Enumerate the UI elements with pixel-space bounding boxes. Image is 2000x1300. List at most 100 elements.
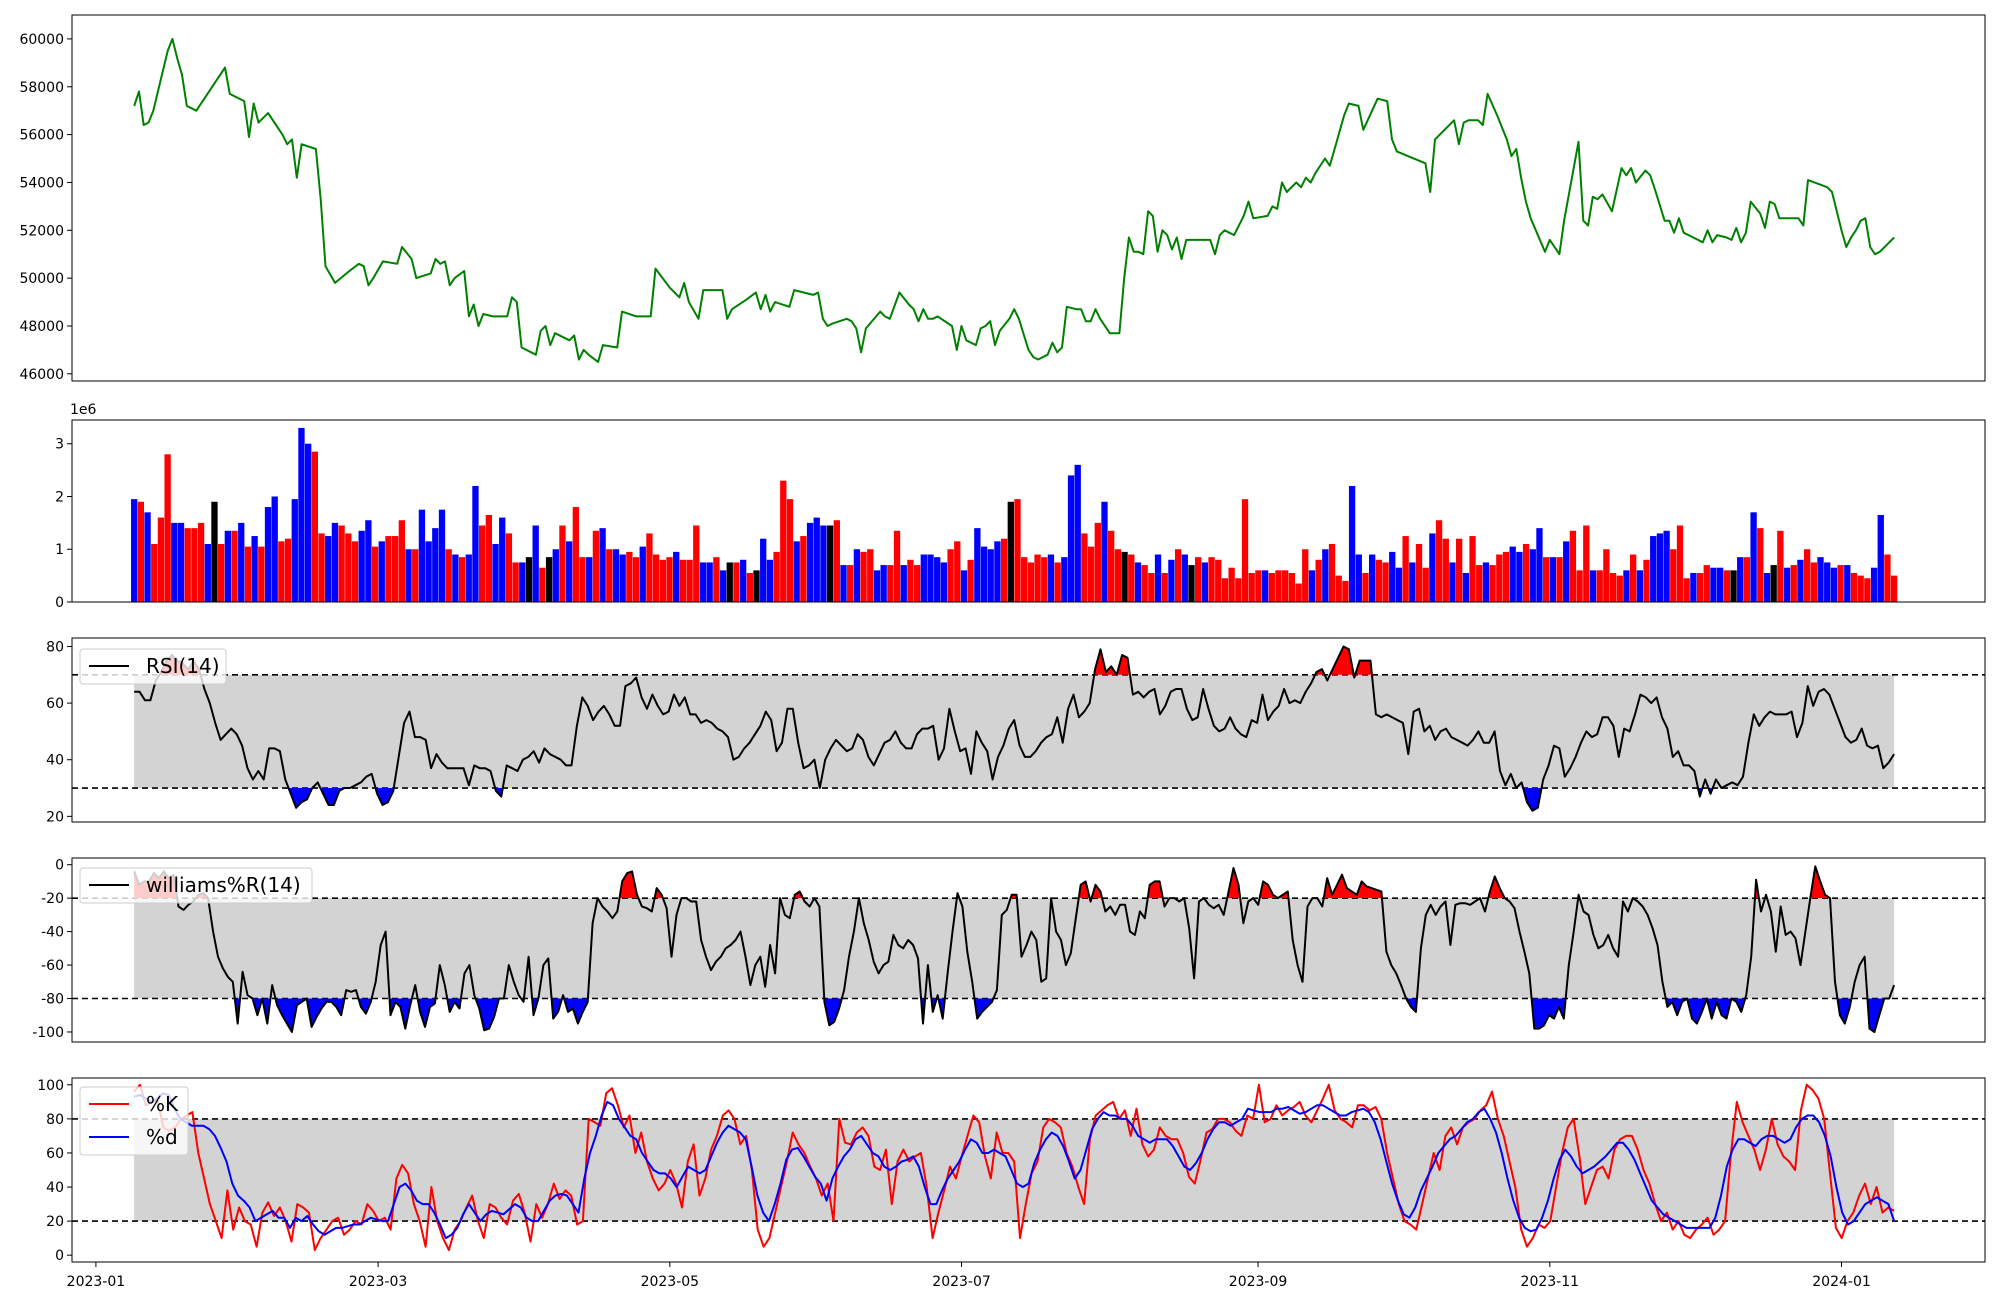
williams-oversold-fill <box>275 998 307 1032</box>
x-tick-label: 2023-11 <box>1521 1274 1580 1290</box>
price-axis-layer: 46000 48000 50000 52000 54000 56000 58000 60000 <box>19 14 1986 383</box>
volume-bar <box>1308 570 1316 602</box>
volume-bar <box>1154 554 1162 602</box>
volume-bar <box>171 522 178 602</box>
volume-bar <box>311 451 319 602</box>
volume-bar <box>1221 578 1229 602</box>
volume-bar <box>1877 514 1884 602</box>
volume-bar <box>579 557 586 602</box>
volume-bar <box>1783 567 1791 602</box>
volume-bar <box>934 557 941 602</box>
volume-bar <box>733 562 740 602</box>
volume-bar <box>1047 554 1055 602</box>
volume-bar <box>485 514 492 602</box>
volume-bar <box>1616 575 1623 602</box>
stochastic-y-tick-label: 80 <box>46 1112 64 1128</box>
volume-bar <box>1335 575 1342 602</box>
volume-bar <box>157 517 165 602</box>
volume-bar <box>753 570 760 602</box>
volume-bar <box>860 551 867 602</box>
stochastic-panel: 0 20 40 60 80 100 2023-01 2023-03 2023-05 2023-07… <box>37 1077 1986 1290</box>
stochastic-d-line <box>133 1092 1896 1240</box>
volume-bar <box>626 551 633 602</box>
volume-bar <box>1241 499 1249 602</box>
volume-bar <box>351 541 359 602</box>
volume-bar <box>1067 475 1075 602</box>
x-tick-label: 2023-07 <box>932 1274 991 1290</box>
williams-overbought-fill <box>794 891 803 899</box>
volume-bar <box>1884 554 1891 602</box>
volume-bar <box>291 499 298 602</box>
volume-bar <box>1536 528 1543 602</box>
volume-bar <box>1476 565 1483 602</box>
volume-bar <box>1215 559 1222 602</box>
volume-bar <box>1462 572 1470 602</box>
volume-bar <box>1690 572 1697 602</box>
volume-bar <box>532 525 539 602</box>
volume-bar <box>713 557 720 602</box>
volume-bar <box>893 530 901 602</box>
volume-bar <box>1201 562 1209 602</box>
volume-bar <box>1041 557 1048 602</box>
williams-y-tick-label: -60 <box>41 958 64 974</box>
volume-bar <box>1516 551 1523 602</box>
volume-bar <box>398 520 406 602</box>
volume-bar <box>840 565 847 602</box>
volume-bar <box>1589 570 1597 602</box>
x-tick-label: 2023-03 <box>349 1274 408 1290</box>
volume-bar <box>1208 557 1215 602</box>
volume-bar <box>1629 554 1637 602</box>
volume-bar <box>1114 549 1122 602</box>
volume-bar <box>987 549 994 602</box>
volume-bar <box>974 528 981 602</box>
volume-bar <box>385 536 392 602</box>
williams-overbought-fill <box>1091 884 1103 899</box>
price-panel: 46000 48000 50000 52000 54000 56000 58000 60000 <box>19 14 1986 383</box>
volume-bar <box>131 499 138 602</box>
volume-bar <box>599 528 606 602</box>
price-y-tick-label: 50000 <box>19 271 64 287</box>
volume-bar <box>1328 543 1336 602</box>
williams-legend-label: williams%R(14) <box>146 873 301 897</box>
volume-bar <box>1522 543 1530 602</box>
volume-bar <box>612 549 620 602</box>
volume-bar <box>887 565 894 602</box>
rsi-legend: RSI(14) <box>79 648 227 685</box>
volume-bar <box>853 549 861 602</box>
volume-bar <box>1803 549 1811 602</box>
volume-bar <box>1174 549 1182 602</box>
williams-oversold-fill <box>1531 998 1566 1029</box>
williams-oversold-fill <box>551 998 563 1019</box>
volume-bar <box>184 528 191 602</box>
price-y-tick-label: 60000 <box>19 32 64 48</box>
volume-bar <box>1268 572 1275 602</box>
volume-bar <box>1034 554 1041 602</box>
volume-bar <box>1074 464 1081 602</box>
volume-bar <box>325 536 332 602</box>
rsi-panel: 20 40 60 80 RSI(14) <box>46 637 1986 825</box>
volume-bar <box>1342 580 1349 602</box>
volume-bar <box>1168 559 1175 602</box>
volume-bar <box>1108 530 1115 602</box>
x-tick-label: 2023-01 <box>67 1274 126 1290</box>
volume-bar <box>519 562 526 602</box>
volume-bar <box>1054 562 1061 602</box>
stochastic-axis-layer: 0 20 40 60 80 100 2023-01 2023-03 2023-05 2023-07… <box>37 1077 1986 1290</box>
volume-bar <box>693 525 700 602</box>
volume-bar <box>278 541 285 602</box>
volume-bar <box>1737 557 1744 602</box>
volume-bar <box>572 507 579 602</box>
volume-bar <box>1857 575 1864 602</box>
rsi-frame <box>71 637 1986 823</box>
volume-bar <box>994 541 1001 602</box>
volume-bar <box>318 533 325 602</box>
williams-series-line <box>133 865 1896 1033</box>
volume-bar <box>1583 525 1590 602</box>
volume-bar <box>177 522 185 602</box>
volume-bar <box>1502 551 1510 602</box>
rsi-overbought-fill <box>1094 649 1117 675</box>
volume-bar <box>813 517 820 602</box>
williams-oversold-fill <box>974 998 994 1019</box>
